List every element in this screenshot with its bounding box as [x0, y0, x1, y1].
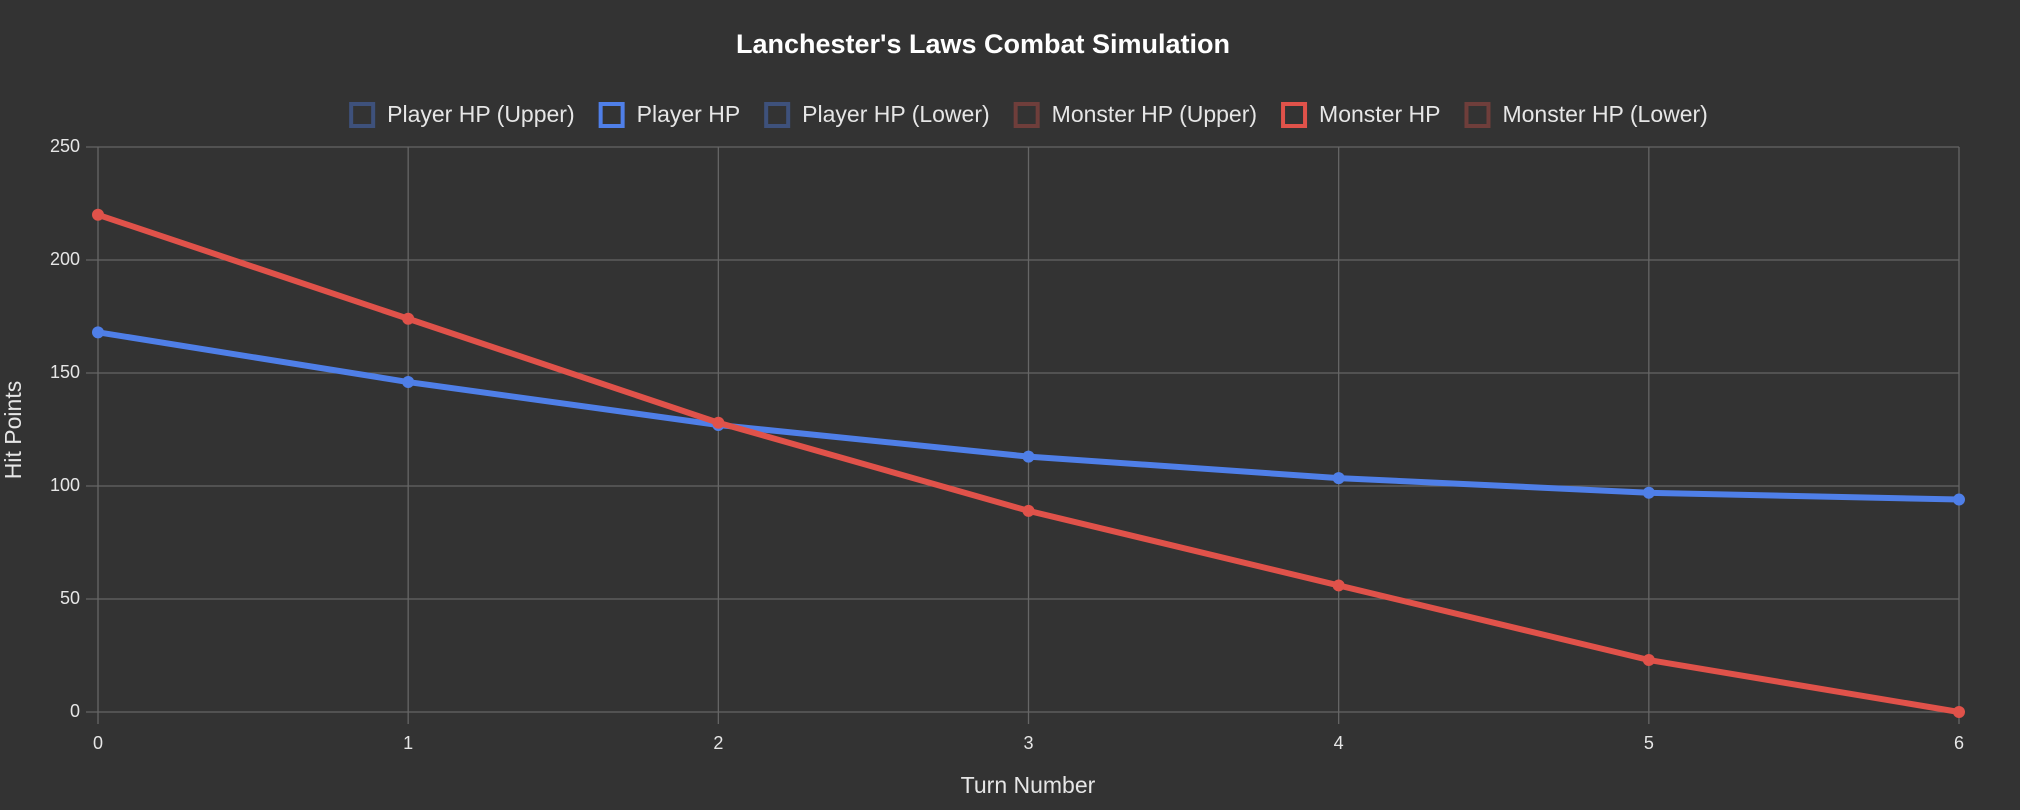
x-tick-label: 2 — [713, 733, 723, 753]
data-point — [1022, 450, 1035, 463]
y-tick-label: 250 — [50, 136, 80, 156]
legend-swatch — [1464, 102, 1491, 128]
x-tick-label: 1 — [403, 733, 413, 753]
data-point — [92, 326, 104, 339]
data-point — [402, 312, 415, 325]
legend-label: Player HP — [637, 101, 741, 127]
x-tick-label: 4 — [1334, 733, 1344, 753]
data-point — [1642, 486, 1655, 499]
y-axis-label: Hit Points — [0, 381, 26, 479]
data-point — [1953, 493, 1965, 506]
data-point — [1953, 706, 1965, 718]
data-point — [1022, 504, 1035, 517]
data-point — [1332, 472, 1345, 485]
data-point — [92, 208, 104, 221]
x-tick-label: 3 — [1023, 733, 1033, 753]
data-point — [712, 416, 725, 429]
legend-label: Player HP (Upper) — [387, 101, 574, 127]
x-tick-label: 0 — [93, 733, 103, 753]
legend-swatch — [1013, 102, 1040, 128]
data-point — [402, 376, 415, 389]
legend-swatch — [598, 102, 625, 128]
legend-swatch — [1281, 102, 1308, 128]
data-point — [1642, 654, 1655, 667]
x-axis-label: Turn Number — [961, 772, 1096, 798]
legend-label: Monster HP (Upper) — [1052, 101, 1257, 127]
legend-label: Player HP (Lower) — [802, 101, 989, 127]
legend: Player HP (Upper) Player HP Player HP (Low… — [349, 101, 1708, 128]
legend-label: Monster HP (Lower) — [1502, 101, 1707, 127]
chart-title: Lanchester's Laws Combat Simulation — [736, 29, 1230, 59]
y-tick-label: 100 — [50, 475, 80, 495]
data-point — [1332, 579, 1345, 592]
x-tick-label: 5 — [1644, 733, 1654, 753]
legend-swatch — [764, 102, 791, 128]
y-tick-label: 150 — [50, 362, 80, 382]
y-tick-label: 0 — [70, 701, 80, 721]
x-tick-label: 6 — [1954, 733, 1964, 753]
y-tick-label: 200 — [50, 249, 80, 269]
legend-label: Monster HP — [1319, 101, 1440, 127]
legend-swatch — [349, 102, 376, 128]
y-tick-label: 50 — [60, 588, 80, 608]
